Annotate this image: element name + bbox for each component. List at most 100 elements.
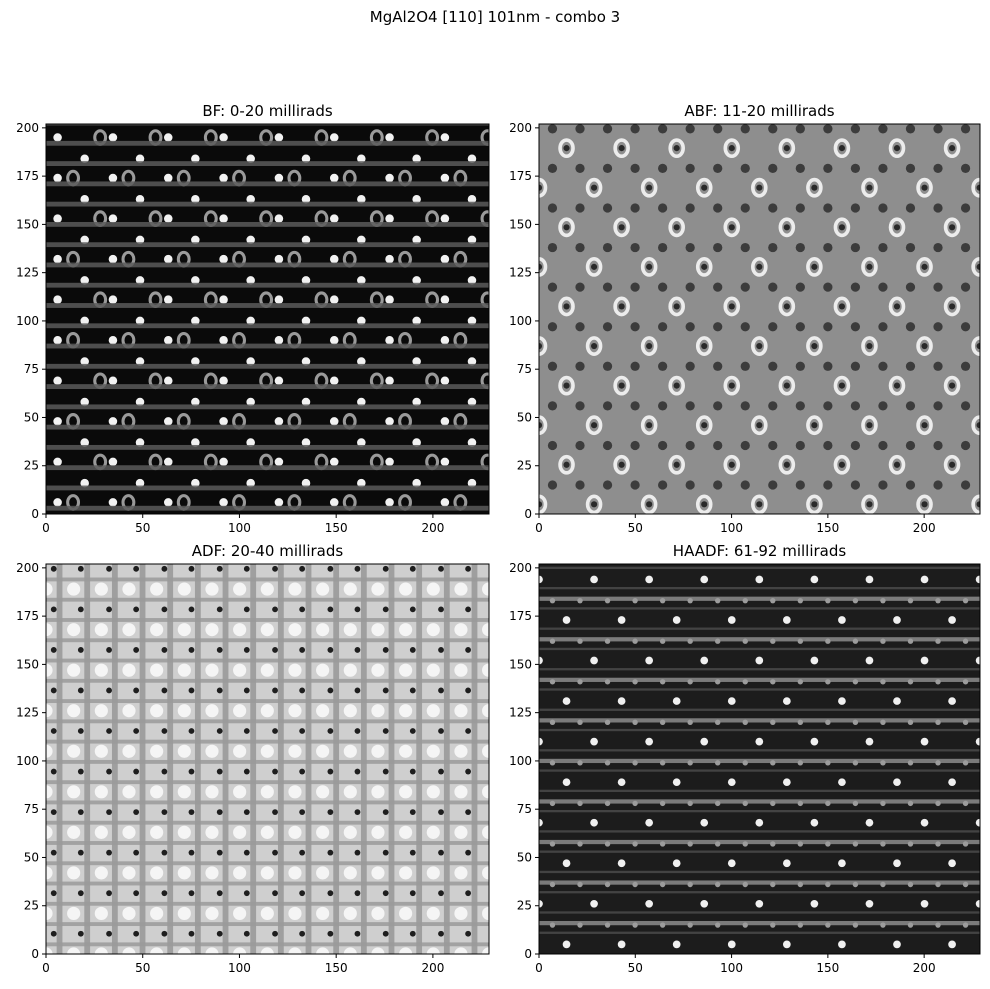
adf-spot xyxy=(260,623,274,637)
adf-spot xyxy=(493,525,499,531)
bf-ring xyxy=(510,252,521,266)
abf-ring xyxy=(863,100,876,116)
adf-xtick-label: 0 xyxy=(42,961,50,975)
adf-spot xyxy=(327,647,334,653)
haadf-spot xyxy=(852,719,859,726)
haadf-spot xyxy=(907,841,914,847)
adf-spot xyxy=(50,647,57,653)
abf-spot xyxy=(756,263,763,270)
adf-spot xyxy=(354,930,361,937)
abf-spot xyxy=(784,66,790,72)
haadf-spot xyxy=(825,679,831,685)
abf-spot xyxy=(685,124,695,134)
abf-spot xyxy=(673,303,680,310)
adf-spot xyxy=(188,687,195,694)
abf-spot xyxy=(948,224,956,231)
haadf-spot xyxy=(935,679,941,685)
abf-spot xyxy=(740,480,750,490)
bf-spot xyxy=(80,154,89,164)
haadf-spot xyxy=(935,760,941,766)
bf-spot xyxy=(164,214,173,223)
bf-spot xyxy=(246,195,255,204)
bf-spot xyxy=(385,254,394,264)
haadf-spot xyxy=(742,800,748,807)
haadf-spot xyxy=(755,575,764,584)
bf-spot xyxy=(467,235,477,245)
haadf-spot xyxy=(632,841,638,847)
bf-spot xyxy=(135,276,145,285)
bf-spot xyxy=(219,376,228,386)
haadf-spot xyxy=(577,922,583,928)
abf-spot xyxy=(685,242,695,253)
adf-spot xyxy=(299,565,306,572)
bf-ytick-label: 25 xyxy=(24,459,39,473)
haadf-spot xyxy=(810,899,819,908)
adf-spot xyxy=(77,849,84,856)
haadf-spot xyxy=(687,760,693,766)
abf-spot xyxy=(673,382,680,389)
abf-ring xyxy=(539,256,548,277)
bf-spot xyxy=(523,154,532,163)
adf-spot xyxy=(243,849,250,856)
abf-ring xyxy=(695,415,713,436)
adf-spot xyxy=(482,947,489,954)
bf-title: BF: 0-20 millirads xyxy=(202,102,333,120)
adf-spot xyxy=(188,849,195,856)
haadf-spot xyxy=(865,575,874,584)
haadf-spot xyxy=(948,616,956,624)
abf-spot xyxy=(630,124,640,134)
abf-spot xyxy=(823,203,833,213)
haadf-xtick-label: 50 xyxy=(628,961,643,975)
adf-spot xyxy=(426,906,440,921)
abf-spot xyxy=(878,322,888,332)
bf-band xyxy=(46,424,489,430)
adf-ytick-label: 150 xyxy=(16,657,39,671)
abf-spot xyxy=(685,401,695,411)
adf-spot xyxy=(438,728,444,734)
adf-spot xyxy=(355,525,361,531)
abf-spot xyxy=(878,124,888,134)
bf-spot xyxy=(164,93,173,102)
abf-spot xyxy=(646,263,653,270)
haadf-spot xyxy=(672,778,681,787)
adf-spot xyxy=(327,890,334,897)
haadf-spot xyxy=(852,679,859,685)
haadf-band xyxy=(539,728,980,732)
bf-spot xyxy=(357,357,366,366)
adf-spot xyxy=(493,606,499,612)
adf-spot xyxy=(521,688,527,694)
adf-band xyxy=(111,564,118,954)
haadf-band xyxy=(539,718,980,723)
adf-spot xyxy=(150,623,164,637)
haadf-spot xyxy=(562,616,571,624)
abf-ring xyxy=(668,375,685,396)
haadf-lattice-hbands xyxy=(539,596,980,926)
abf-spot xyxy=(823,322,833,332)
abf-spot xyxy=(878,401,888,411)
haadf-xtick-label: 100 xyxy=(720,961,743,975)
adf-spot xyxy=(133,606,140,613)
adf-spot xyxy=(67,582,81,596)
adf-spot xyxy=(438,930,444,937)
haadf-spot xyxy=(604,597,611,604)
adf-spot xyxy=(510,542,523,555)
bf-spot xyxy=(330,93,339,102)
abf-spot xyxy=(976,422,980,429)
haadf-spot xyxy=(590,737,598,746)
bf-ring xyxy=(95,50,106,64)
adf-band xyxy=(46,719,489,724)
bf-spot xyxy=(164,457,173,467)
adf-ytick-label: 0 xyxy=(31,947,39,961)
bf-spot xyxy=(329,254,339,264)
abf-spot xyxy=(701,184,708,191)
abf-spot xyxy=(906,85,915,94)
adf-band xyxy=(194,564,201,954)
haadf-spot xyxy=(880,922,886,928)
adf-spot xyxy=(106,565,112,572)
adf-spot xyxy=(233,704,247,718)
haadf-spot xyxy=(577,597,583,604)
adf-spot xyxy=(343,825,357,839)
adf-spot xyxy=(77,728,84,734)
bf-spot xyxy=(80,114,89,123)
adf-spot xyxy=(260,582,274,596)
